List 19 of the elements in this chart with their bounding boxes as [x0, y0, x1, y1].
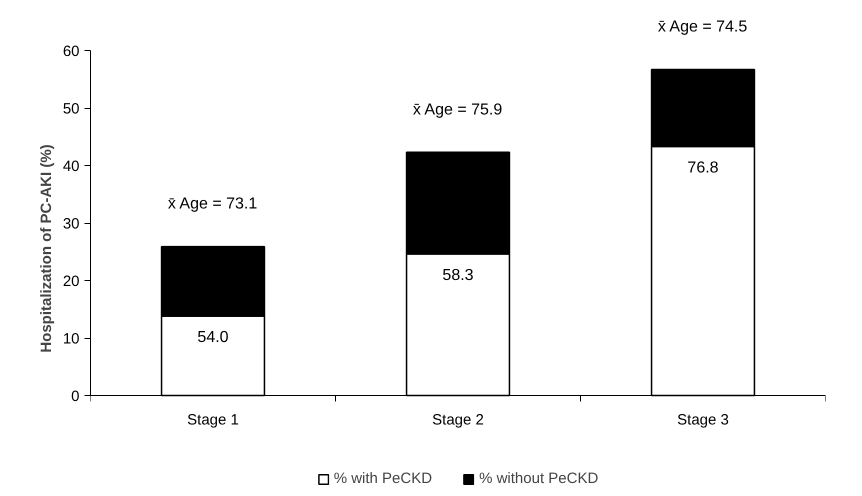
- y-tick-label: 40: [62, 158, 80, 175]
- y-tick-label: 60: [62, 43, 80, 60]
- y-axis-title: Hospitalization of PC-AKI (%): [38, 144, 55, 353]
- y-tick-label: 0: [71, 388, 80, 405]
- y-tick-label: 10: [62, 330, 80, 348]
- text: x̄ Age = 74.5: [658, 18, 748, 36]
- annotation: 58.3: [442, 267, 474, 284]
- x-tick-label: Stage 2: [432, 412, 484, 428]
- annotation: x̄ Age = 75.9: [412, 101, 502, 118]
- legend-label: % with PeCKD: [334, 470, 432, 487]
- annotation: 76.8: [687, 160, 719, 177]
- x-tick-label: Stage 1: [187, 412, 239, 428]
- y-tick-label: 20: [62, 273, 80, 290]
- annotation: x̄ Age = 73.1: [168, 196, 258, 213]
- legend-label: % without PeCKD: [479, 470, 598, 487]
- annotation: 54.0: [197, 329, 229, 346]
- y-tick-label: 50: [62, 100, 80, 118]
- y-tick-label: 30: [62, 216, 80, 232]
- x-tick-label: Stage 3: [677, 412, 729, 428]
